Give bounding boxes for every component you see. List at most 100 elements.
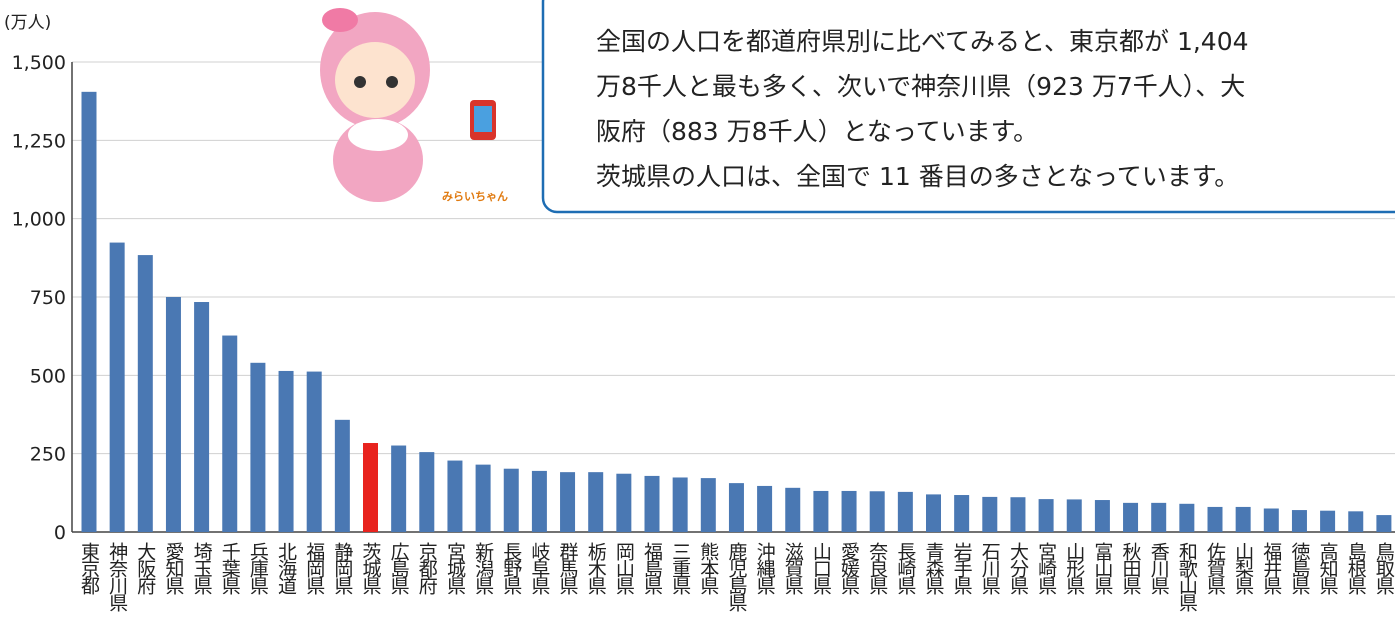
x-tick-label: 山梨県 bbox=[1232, 542, 1254, 595]
y-unit: (万人) bbox=[4, 13, 51, 33]
bar bbox=[307, 372, 322, 532]
bar bbox=[363, 443, 378, 532]
bar bbox=[138, 255, 153, 532]
bar bbox=[842, 491, 857, 532]
bar bbox=[701, 478, 716, 532]
x-tick-label: 佐賀県 bbox=[1204, 542, 1226, 595]
x-tick-label: 愛知県 bbox=[162, 542, 184, 595]
x-tick-label: 奈良県 bbox=[866, 542, 888, 595]
bar bbox=[588, 472, 603, 532]
bar bbox=[1348, 511, 1363, 532]
x-tick-label: 埼玉県 bbox=[191, 542, 213, 595]
y-tick-label: 1,250 bbox=[12, 130, 66, 152]
bar bbox=[954, 495, 969, 532]
annotation-line: 万8千人と最も多く、次いで神奈川県（923 万7千人）、大 bbox=[596, 72, 1245, 101]
bar bbox=[616, 474, 631, 532]
x-tick-label: 福井県 bbox=[1260, 542, 1282, 595]
x-tick-label: 富山県 bbox=[1091, 542, 1113, 595]
bar bbox=[279, 371, 294, 532]
bar bbox=[1067, 499, 1082, 532]
bar bbox=[335, 420, 350, 532]
mascot-label: みらいちゃん bbox=[442, 190, 508, 203]
bar bbox=[447, 461, 462, 532]
mascot: みらいちゃん bbox=[320, 8, 508, 203]
bar bbox=[673, 477, 688, 532]
x-tick-label: 福岡県 bbox=[303, 542, 325, 595]
bar bbox=[813, 491, 828, 532]
x-tick-label: 滋賀県 bbox=[782, 542, 804, 595]
x-tick-label: 山形県 bbox=[1063, 542, 1085, 595]
bar bbox=[1039, 499, 1054, 532]
x-tick-label: 宮城県 bbox=[444, 542, 466, 595]
chart: (万人) みらいちゃん 全国の人口を都道府県別に比べてみると、東京都が 1,40… bbox=[0, 0, 1395, 624]
x-tick-label: 広島県 bbox=[388, 542, 410, 595]
bar bbox=[532, 471, 547, 532]
bar bbox=[250, 363, 265, 532]
x-tick-label: 群馬県 bbox=[557, 542, 579, 595]
y-tick-label: 250 bbox=[30, 444, 66, 466]
x-tick-label: 熊本県 bbox=[697, 542, 719, 595]
mascot-eye bbox=[354, 76, 366, 88]
x-tick-label: 岐阜県 bbox=[528, 542, 550, 595]
bar bbox=[729, 483, 744, 532]
x-tick-label: 鹿児島県 bbox=[725, 542, 747, 612]
x-tick-label: 新潟県 bbox=[472, 542, 494, 595]
page: {"chart_data": {"type": "bar", "y_unit":… bbox=[0, 0, 1395, 624]
x-tick-label: 栃木県 bbox=[585, 542, 607, 595]
x-tick-label: 岩手県 bbox=[951, 542, 973, 595]
x-tick-label: 青森県 bbox=[923, 542, 945, 595]
bar bbox=[194, 302, 209, 532]
y-tick-label: 1,500 bbox=[12, 52, 66, 74]
x-tick-label: 静岡県 bbox=[331, 542, 353, 595]
x-tick-label: 茨城県 bbox=[360, 542, 382, 595]
x-tick-label: 岡山県 bbox=[613, 542, 635, 595]
bar bbox=[110, 243, 125, 532]
bar bbox=[898, 492, 913, 532]
mascot-ribbon bbox=[322, 8, 358, 32]
x-tick-label: 長崎県 bbox=[894, 542, 916, 595]
bar bbox=[785, 488, 800, 532]
bar bbox=[1236, 507, 1251, 532]
bar bbox=[1010, 497, 1025, 532]
x-tick-label: 島根県 bbox=[1345, 542, 1367, 595]
x-tick-label: 京都府 bbox=[416, 542, 438, 596]
x-tick-label: 大阪府 bbox=[134, 542, 156, 596]
y-tick-label: 1,000 bbox=[12, 209, 66, 231]
bar bbox=[1208, 507, 1223, 532]
mascot-phone-screen bbox=[474, 106, 492, 132]
x-tick-label: 沖縄県 bbox=[754, 542, 776, 595]
y-tick-label: 500 bbox=[30, 365, 66, 387]
x-tick-label: 鳥取県 bbox=[1373, 542, 1395, 595]
x-tick-label: 香川県 bbox=[1148, 542, 1170, 595]
x-tick-label: 石川県 bbox=[979, 542, 1001, 595]
y-tick-label: 750 bbox=[30, 287, 66, 309]
x-tick-label: 愛媛県 bbox=[838, 542, 860, 595]
bar bbox=[1376, 515, 1391, 532]
x-tick-label: 長野県 bbox=[500, 542, 522, 595]
bar bbox=[476, 465, 491, 532]
bar bbox=[1179, 504, 1194, 532]
bar bbox=[757, 486, 772, 532]
x-tick-label: 福島県 bbox=[641, 542, 663, 595]
bar bbox=[1123, 503, 1138, 532]
mascot-eye bbox=[386, 76, 398, 88]
x-tick-label: 和歌山県 bbox=[1176, 542, 1198, 612]
x-tick-label: 大分県 bbox=[1007, 542, 1029, 595]
bar bbox=[222, 336, 237, 532]
bar bbox=[645, 476, 660, 532]
x-tick-label: 高知県 bbox=[1317, 542, 1339, 595]
bar bbox=[391, 446, 406, 532]
bar bbox=[982, 497, 997, 532]
annotation-line: 茨城県の人口は、全国で 11 番目の多さとなっています。 bbox=[596, 162, 1239, 191]
x-tick-label: 三重県 bbox=[669, 542, 691, 595]
annotation-line: 阪府（883 万8千人）となっています。 bbox=[596, 117, 1038, 146]
bar bbox=[1151, 503, 1166, 532]
x-tick-label: 徳島県 bbox=[1288, 542, 1310, 595]
bar bbox=[82, 92, 97, 532]
bar bbox=[1320, 511, 1335, 532]
x-tick-label: 山口県 bbox=[810, 542, 832, 595]
bar bbox=[870, 491, 885, 532]
bar bbox=[1264, 509, 1279, 533]
bar bbox=[166, 297, 181, 532]
bar bbox=[926, 494, 941, 532]
